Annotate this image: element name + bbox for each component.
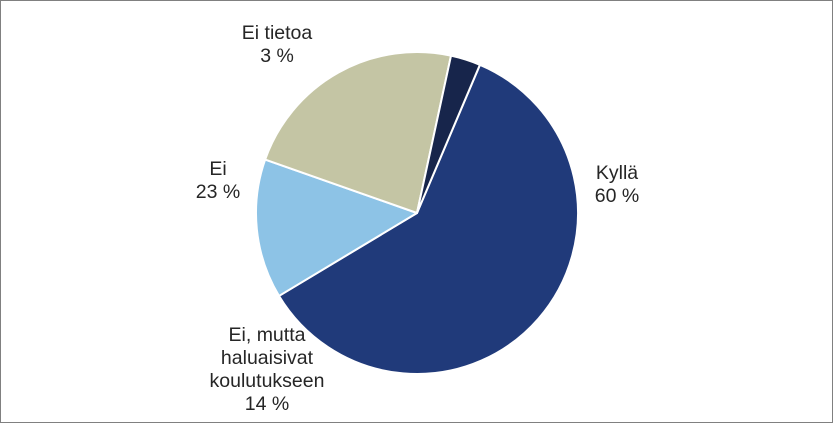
slice-value-ei-tietoa: 3 % [260,45,294,67]
slice-value-kylla: 60 % [594,185,640,207]
slice-name-ei-mutta-line-2: haluaisivat [220,347,314,369]
slice-name-ei: Ei [209,158,227,180]
slice-name-ei-mutta-line-3: koulutukseen [209,370,325,392]
slice-value-ei: 23 % [195,181,241,203]
pie-slice-ei [264,51,453,214]
slice-label-ei: Ei 23 % [168,158,268,204]
slice-name-kylla: Kyllä [595,162,639,184]
pie-slice-ei-tietoa [416,54,481,214]
slice-name-ei-tietoa: Ei tietoa [241,22,313,44]
pie-slice-kylla [277,63,579,375]
slice-label-ei-tietoa: Ei tietoa 3 % [207,22,347,68]
slice-label-kylla: Kyllä 60 % [567,162,667,208]
slice-name-ei-mutta-line-1: Ei, mutta [228,324,306,346]
slice-label-ei-mutta: Ei, mutta haluaisivat koulutukseen 14 % [177,324,357,416]
pie-slice-ei-mutta [255,158,418,297]
slice-value-ei-mutta: 14 % [244,393,290,415]
